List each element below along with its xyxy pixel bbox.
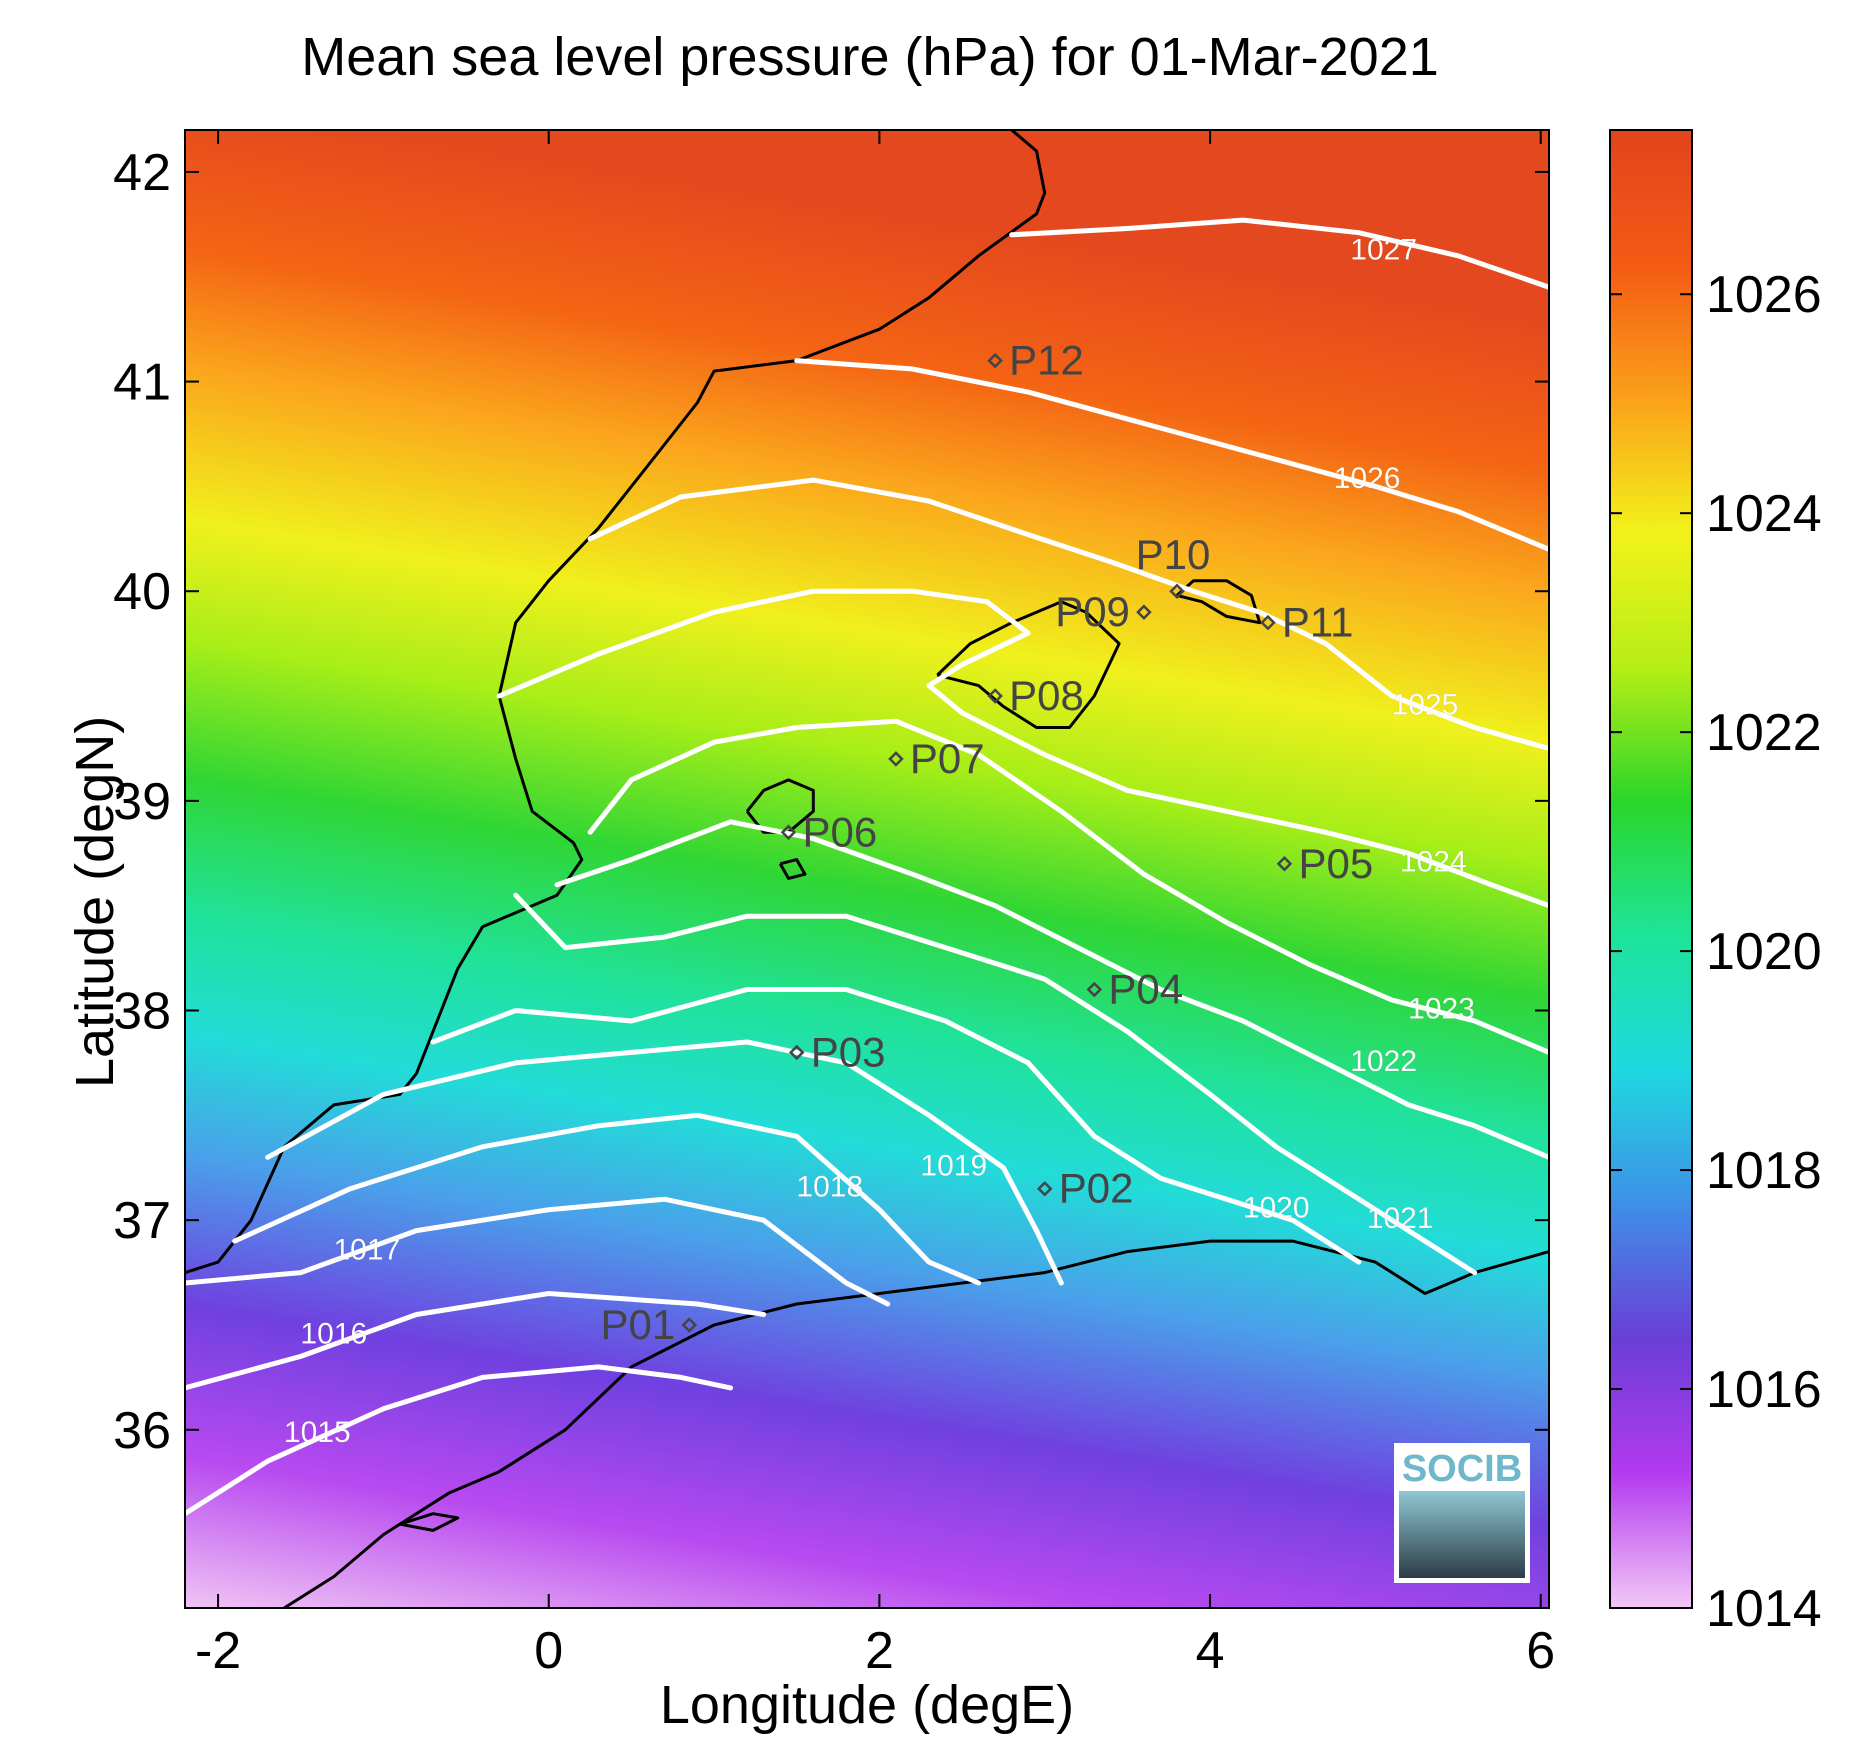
station-label-p02: P02: [1059, 1165, 1134, 1212]
contour-label-1022: 1022: [1350, 1045, 1417, 1078]
contour-label-1018: 1018: [796, 1171, 863, 1204]
contour-1025: [587, 477, 1549, 751]
colorbar-tick-label: 1020: [1706, 923, 1822, 981]
station-marker-p04: [1086, 981, 1103, 998]
station-marker-p07: [888, 751, 904, 767]
contour-label-1024: 1024: [1400, 846, 1467, 879]
socib-logo: SOCIB: [1394, 1443, 1530, 1583]
contour-1026: [794, 358, 1549, 552]
colorbar-tick-label: 1024: [1706, 485, 1822, 543]
y-tick-label: 40: [113, 563, 171, 621]
station-label-p05: P05: [1298, 840, 1373, 887]
contour-label-1019: 1019: [920, 1150, 987, 1183]
y-tick-label: 38: [113, 983, 171, 1041]
station-marker-p11: [1260, 614, 1276, 631]
contour-label-1021: 1021: [1367, 1202, 1434, 1235]
colorbar: [1610, 130, 1692, 1608]
station-marker-p08: [987, 688, 1003, 704]
contour-label-1023: 1023: [1408, 992, 1475, 1025]
contour-label-1017: 1017: [333, 1234, 400, 1267]
plot-area: 1027 1026 1025 1024 1023 1022 1021 1020 1019 1018…: [185, 130, 1549, 1608]
station-marker-p02: [1036, 1180, 1053, 1197]
colorbar-frame: [1609, 129, 1693, 1609]
x-tick-label: -2: [195, 1622, 241, 1680]
coastline-formentera: [778, 858, 807, 880]
station-label-p11: P11: [1282, 599, 1354, 646]
station-label-p08: P08: [1009, 672, 1084, 719]
contour-1023: [587, 718, 1549, 1055]
coastline-ibiza: [745, 778, 815, 834]
x-tick-label: 2: [865, 1622, 894, 1680]
contour-label-1025: 1025: [1392, 688, 1459, 721]
x-tick-label: 6: [1526, 1622, 1555, 1680]
pressure-field: [185, 130, 1549, 1608]
y-tick-label: 41: [113, 354, 171, 412]
contour-1021: [513, 892, 1478, 1276]
station-label-p03: P03: [811, 1028, 886, 1075]
station-marker-p05: [1276, 855, 1293, 872]
station-label-p10: P10: [1136, 531, 1211, 578]
contour-1022: [554, 819, 1549, 1160]
colorbar-tick-label: 1018: [1706, 1142, 1822, 1200]
station-marker-p01: [681, 1317, 698, 1333]
contour-label-1026: 1026: [1334, 462, 1401, 495]
colorbar-tick-label: 1016: [1706, 1361, 1822, 1419]
contour-1015: [185, 1364, 734, 1517]
socib-logo-text: SOCIB: [1402, 1448, 1522, 1490]
contour-1020: [430, 987, 1362, 1265]
contour-1019: [265, 1039, 1064, 1286]
station-label-p09: P09: [1055, 588, 1130, 635]
station-label-p07: P07: [910, 735, 985, 782]
contour-label-1016: 1016: [300, 1317, 367, 1350]
station-label-p04: P04: [1108, 966, 1183, 1013]
coastline-mallorca: [936, 600, 1121, 729]
contour-1016: [185, 1291, 767, 1391]
contour-label-1027: 1027: [1350, 234, 1417, 267]
station-label-p06: P06: [802, 808, 877, 855]
station-marker-p09: [1136, 604, 1152, 620]
contour-label-1020: 1020: [1243, 1192, 1310, 1225]
colorbar-tick-label: 1022: [1706, 704, 1822, 762]
contour-1017: [185, 1196, 891, 1307]
coastline-alboran: [399, 1512, 460, 1532]
x-axis-label: Longitude (degE): [659, 1675, 1075, 1735]
colorbar-tick-label: 1026: [1706, 266, 1822, 324]
y-tick-label: 42: [113, 144, 171, 202]
colorbar-tick-label: 1014: [1706, 1580, 1822, 1638]
contour-1027: [1009, 217, 1549, 290]
contour-1018: [232, 1112, 982, 1286]
station-label-p12: P12: [1009, 337, 1084, 384]
coastline-africa: [283, 1239, 1549, 1608]
chart-title: Mean sea level pressure (hPa) for 01-Mar…: [301, 27, 1439, 87]
y-tick-label: 39: [113, 773, 171, 831]
contour-1024: [496, 588, 1549, 909]
y-tick-label: 36: [113, 1402, 171, 1460]
y-tick-label: 37: [113, 1192, 171, 1250]
x-tick-label: 0: [534, 1622, 563, 1680]
contour-label-1015: 1015: [284, 1416, 351, 1449]
x-tick-label: 4: [1196, 1622, 1225, 1680]
station-marker-p03: [788, 1044, 805, 1061]
station-label-p01: P01: [601, 1301, 676, 1348]
plot-frame: [184, 129, 1550, 1609]
station-marker-p12: [987, 352, 1003, 369]
station-marker-p10: [1169, 583, 1185, 599]
station-marker-p06: [780, 824, 797, 841]
